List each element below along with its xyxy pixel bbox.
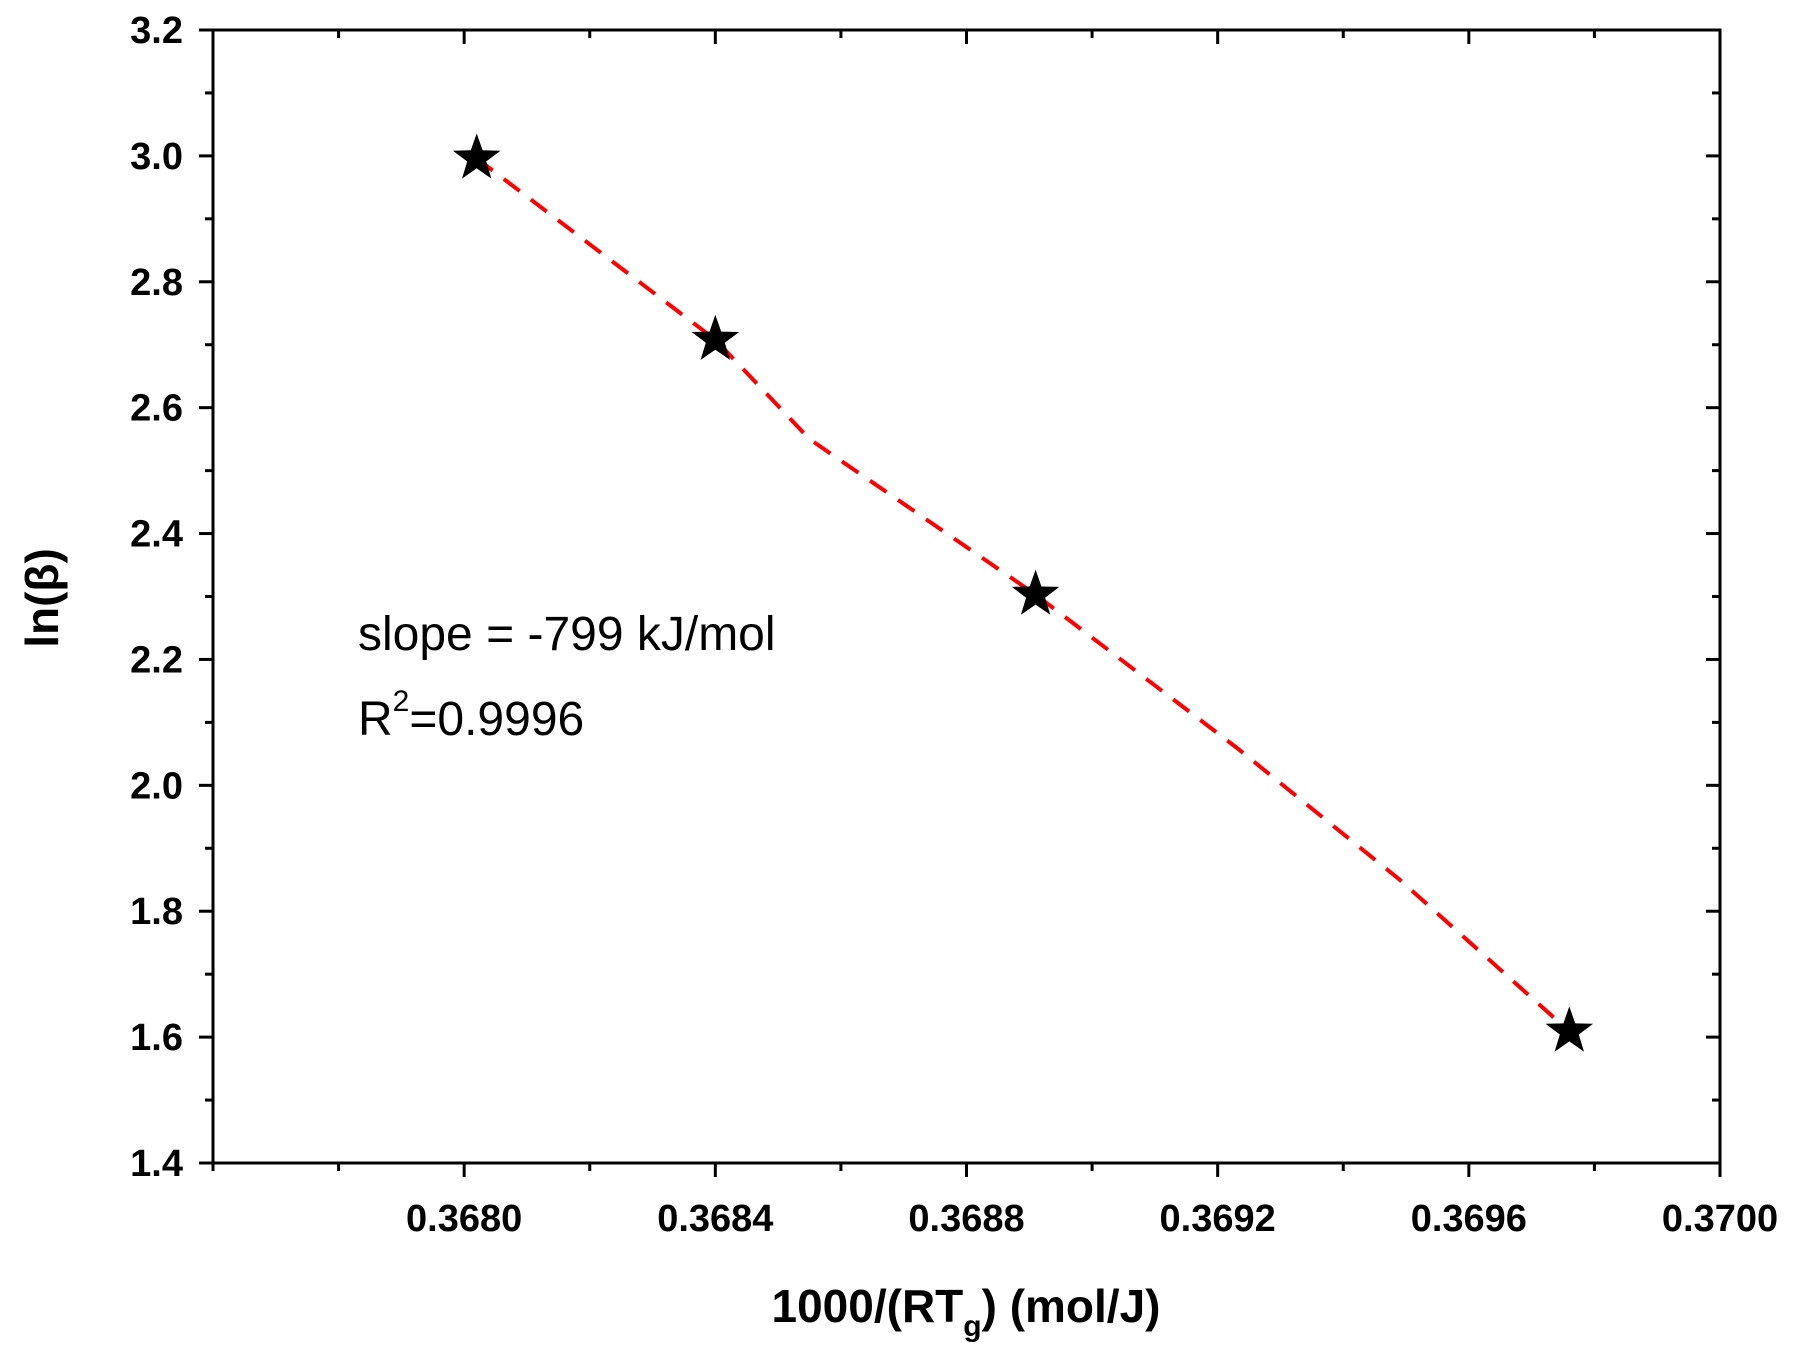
y-tick-label: 2.8: [130, 262, 183, 304]
x-axis-tick-labels: 0.3680 0.3684 0.3688 0.3692 0.3696 0.3700: [406, 1198, 1778, 1240]
r-squared-prefix: R: [358, 693, 393, 746]
r-squared-annotation: R2=0.9996: [358, 685, 584, 746]
x-axis-title-prefix: 1000/(RT: [772, 1280, 964, 1332]
plot-area: [211, 28, 1722, 1165]
data-markers: [452, 133, 1594, 1052]
y-axis-title: ln(β): [16, 548, 68, 648]
y-tick-label: 3.2: [130, 10, 183, 52]
x-tick-label: 0.3700: [1662, 1198, 1778, 1240]
x-tick-label: 0.3688: [908, 1198, 1024, 1240]
y-axis-ticks: [199, 28, 1720, 1165]
y-tick-label: 2.4: [130, 514, 183, 556]
x-axis-title-suffix: ) (mol/J): [982, 1280, 1161, 1332]
y-tick-label: 1.4: [130, 1143, 183, 1185]
fit-line-group: [475, 156, 1571, 1033]
y-tick-label: 3.0: [130, 136, 183, 178]
y-tick-label: 1.8: [130, 891, 183, 933]
x-tick-label: 0.3692: [1160, 1198, 1276, 1240]
y-axis-tick-labels: 1.4 1.6 1.8 2.0 2.2 2.4 2.6 2.8 3.0 3.2: [130, 10, 183, 1185]
x-tick-label: 0.3684: [657, 1198, 773, 1240]
data-point-star: [1011, 569, 1060, 615]
data-point-star: [1545, 1006, 1594, 1052]
plot-frame: [211, 28, 1722, 1165]
y-tick-label: 2.0: [130, 765, 183, 807]
x-axis-title: 1000/(RTg) (mol/J): [772, 1280, 1161, 1343]
y-tick-label: 1.6: [130, 1017, 183, 1059]
data-point-star: [691, 314, 740, 360]
y-tick-label: 2.6: [130, 388, 183, 430]
y-tick-label: 2.2: [130, 639, 183, 681]
slope-annotation: slope = -799 kJ/mol: [358, 608, 776, 661]
r-squared-suffix: =0.9996: [409, 693, 584, 746]
fit-line: [475, 156, 1571, 1033]
r-squared-superscript: 2: [393, 685, 410, 718]
x-tick-label: 0.3696: [1411, 1198, 1527, 1240]
x-axis-title-subscript: g: [963, 1310, 981, 1343]
x-tick-label: 0.3680: [406, 1198, 522, 1240]
x-axis-ticks: [211, 30, 1722, 1177]
data-point-star: [452, 133, 501, 179]
